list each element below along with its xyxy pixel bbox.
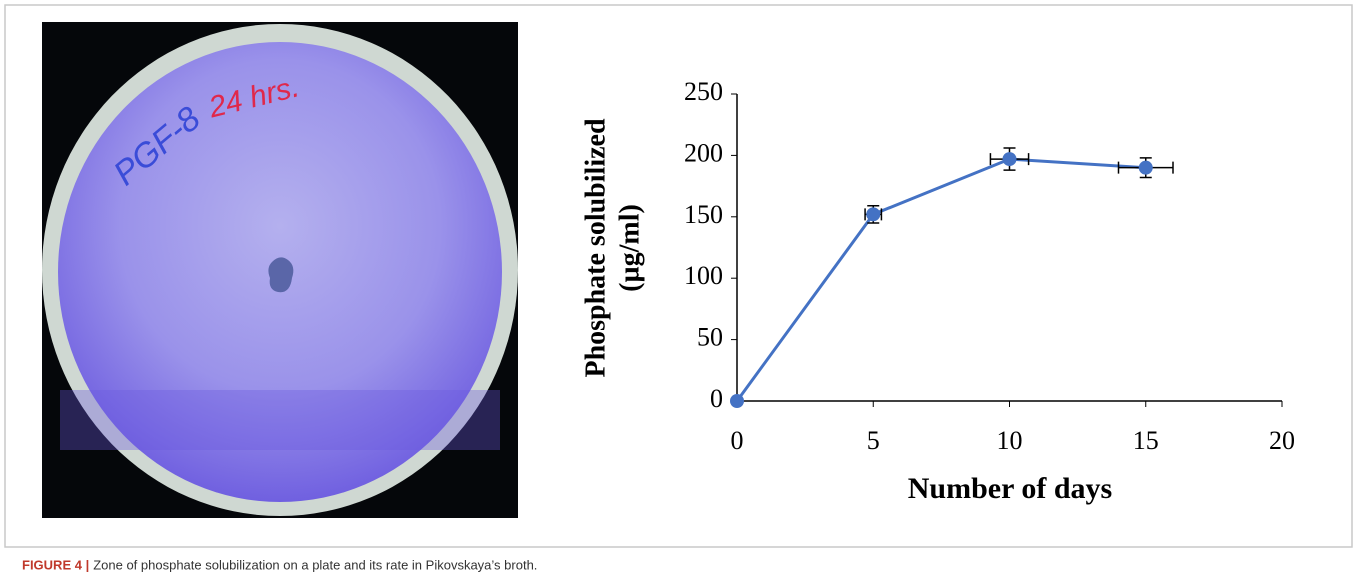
y-axis-label: Phosphate solubilized (µg/ml) xyxy=(580,118,645,377)
caption-text: Zone of phosphate solubilization on a pl… xyxy=(93,557,537,572)
caption-label: FIGURE 4 | xyxy=(22,557,89,572)
data-point xyxy=(730,394,744,408)
y-tick-label: 100 xyxy=(684,261,723,290)
data-point xyxy=(866,207,880,221)
y-tick-label: 200 xyxy=(684,138,723,167)
figure: PGF-8 24 hrs. Number of days Phosphate s… xyxy=(0,0,1357,588)
y-axis-label-line: Phosphate solubilized xyxy=(580,118,611,377)
y-tick-label: 50 xyxy=(697,323,723,352)
data-point xyxy=(1139,161,1153,175)
x-tick-label: 0 xyxy=(731,426,744,455)
figure-canvas: PGF-8 24 hrs. Number of days Phosphate s… xyxy=(0,0,1357,588)
x-tick-label: 20 xyxy=(1269,426,1295,455)
y-tick-label: 150 xyxy=(684,200,723,229)
data-point xyxy=(1003,152,1017,166)
plate-photo: PGF-8 24 hrs. xyxy=(42,22,518,518)
chart: Number of days Phosphate solubilized (µg… xyxy=(580,77,1295,505)
x-axis-label: Number of days xyxy=(908,472,1112,505)
x-tick-label: 15 xyxy=(1133,426,1159,455)
x-tick-label: 5 xyxy=(867,426,880,455)
data-line xyxy=(737,159,1146,401)
y-axis-label-line: (µg/ml) xyxy=(614,204,645,292)
x-tick-label: 10 xyxy=(997,426,1023,455)
y-tick-label: 0 xyxy=(710,384,723,413)
agar-band xyxy=(60,390,500,450)
y-tick-label: 250 xyxy=(684,77,723,106)
